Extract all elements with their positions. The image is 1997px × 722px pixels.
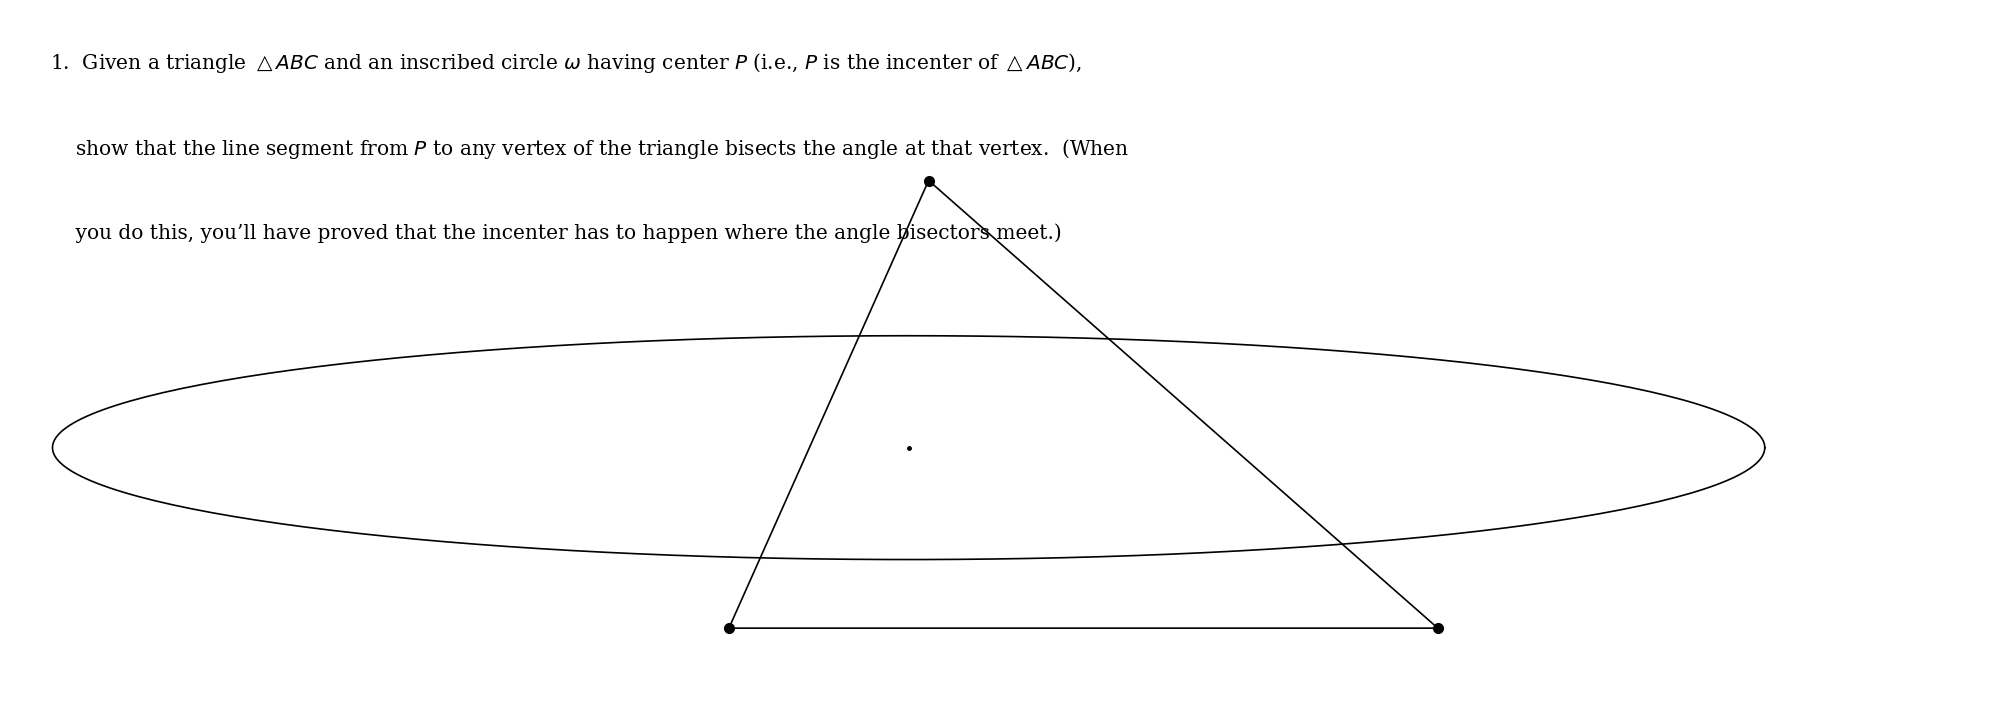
Text: 1.  Given a triangle $\triangle ABC$ and an inscribed circle $\omega$ having cen: 1. Given a triangle $\triangle ABC$ and … [50,51,1082,74]
Text: you do this, you’ll have proved that the incenter has to happen where the angle : you do this, you’ll have proved that the… [50,224,1062,243]
Text: show that the line segment from $P$ to any vertex of the triangle bisects the an: show that the line segment from $P$ to a… [50,137,1128,161]
